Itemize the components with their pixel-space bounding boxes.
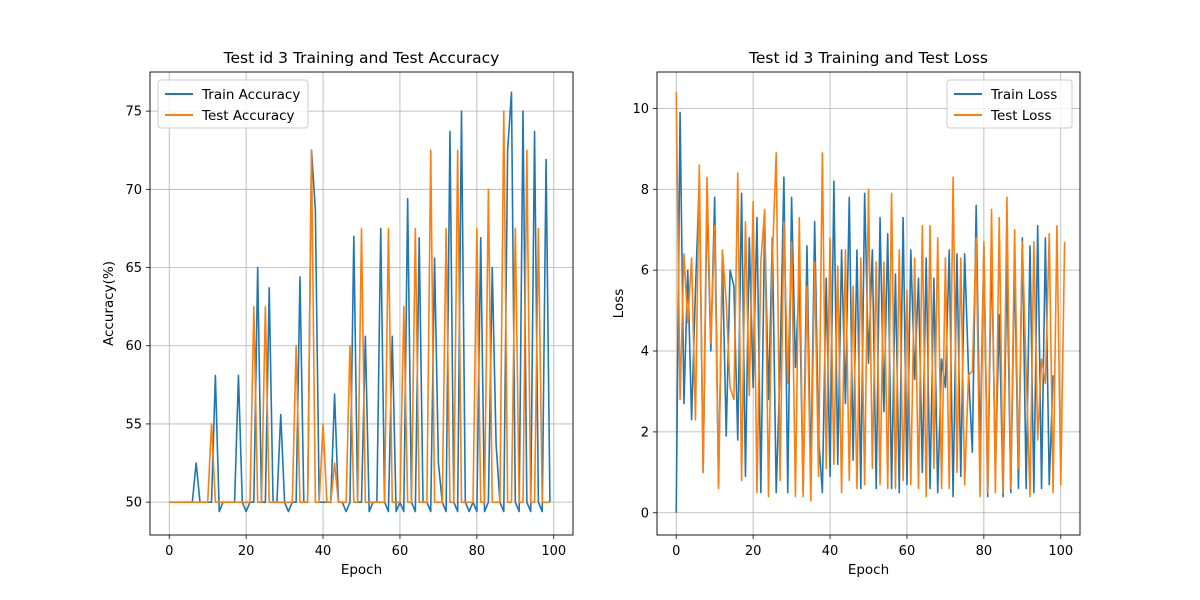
accuracy-x-axis-label: Epoch <box>341 562 382 578</box>
accuracy-x-tick-label-80: 80 <box>469 544 486 559</box>
accuracy-x-tick-label-20: 20 <box>238 544 255 559</box>
loss-legend: Train Loss Test Loss <box>946 79 1073 129</box>
loss-x-tick-label-100: 100 <box>1048 544 1073 559</box>
loss-x-axis-label: Epoch <box>848 562 889 578</box>
accuracy-ticks: 0 20 40 60 80 100 50 55 60 65 70 75 <box>125 105 566 559</box>
loss-series <box>675 92 1066 513</box>
accuracy-y-tick-label-50: 50 <box>125 496 142 511</box>
accuracy-y-axis-label: Accuracy(%) <box>101 261 117 346</box>
accuracy-y-tick-label-70: 70 <box>125 183 142 198</box>
accuracy-series <box>169 91 551 513</box>
loss-y-tick-label-4: 4 <box>641 345 649 360</box>
loss-x-tick-label-0: 0 <box>672 544 680 559</box>
loss-y-tick-label-0: 0 <box>641 506 649 521</box>
accuracy-plot-frame <box>149 71 574 536</box>
legend-label-train-loss: Train Loss <box>990 87 1057 103</box>
loss-y-tick-label-2: 2 <box>641 425 649 440</box>
accuracy-legend-box <box>157 79 309 129</box>
accuracy-chart: 0 20 40 60 80 100 50 55 60 65 70 75 Test id 3 Train… <box>101 49 574 578</box>
loss-y-axis-label: Loss <box>611 289 627 319</box>
accuracy-x-tick-label-0: 0 <box>165 544 173 559</box>
loss-x-tick-label-40: 40 <box>822 544 839 559</box>
loss-chart: 0 20 40 60 80 100 0 2 4 6 8 10 Test id 3 Training a… <box>611 49 1081 578</box>
accuracy-y-tick-label-65: 65 <box>125 261 142 276</box>
accuracy-legend: Train Accuracy Test Accuracy <box>157 79 309 129</box>
accuracy-x-tick-label-100: 100 <box>541 544 566 559</box>
loss-plot-frame <box>656 71 1081 536</box>
loss-chart-title: Test id 3 Training and Test Loss <box>748 49 988 67</box>
accuracy-x-tick-label-60: 60 <box>392 544 409 559</box>
series-line-test-loss <box>675 92 1066 502</box>
loss-ticks: 0 20 40 60 80 100 0 2 4 6 8 10 <box>632 102 1073 559</box>
loss-y-tick-label-10: 10 <box>632 102 649 117</box>
loss-y-tick-label-6: 6 <box>641 264 649 279</box>
accuracy-y-tick-label-55: 55 <box>125 417 142 432</box>
loss-y-tick-label-8: 8 <box>641 183 649 198</box>
series-line-test-accuracy <box>169 110 550 503</box>
legend-label-train-accuracy: Train Accuracy <box>201 87 300 103</box>
legend-label-test-loss: Test Loss <box>990 108 1052 124</box>
accuracy-x-tick-label-40: 40 <box>315 544 332 559</box>
loss-x-tick-label-80: 80 <box>976 544 993 559</box>
accuracy-chart-title: Test id 3 Training and Test Accuracy <box>223 49 500 67</box>
accuracy-y-tick-label-75: 75 <box>125 105 142 120</box>
accuracy-y-tick-label-60: 60 <box>125 339 142 354</box>
legend-label-test-accuracy: Test Accuracy <box>201 108 295 124</box>
loss-x-tick-label-20: 20 <box>745 544 762 559</box>
loss-x-tick-label-60: 60 <box>899 544 916 559</box>
